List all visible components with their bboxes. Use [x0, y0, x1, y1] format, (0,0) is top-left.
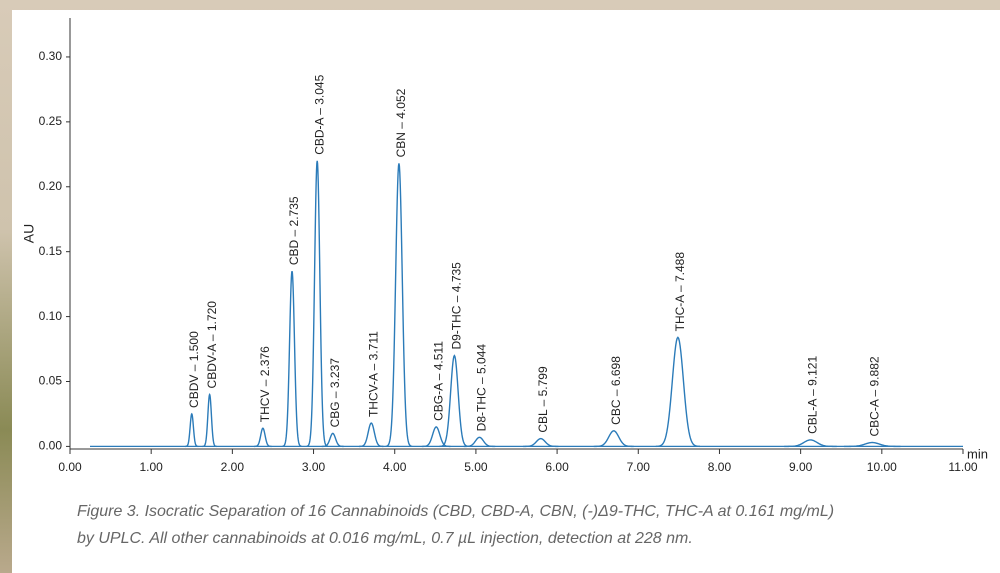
peak [421, 426, 451, 448]
peak-label: CBG – 3.237 [328, 358, 342, 428]
x-tick-label: 10.00 [867, 460, 897, 474]
peak-label: CBDV-A – 1.720 [205, 301, 219, 389]
x-tick-label: 8.00 [708, 460, 732, 474]
figure-card: Figure 3. Isocratic Separation of 16 Can… [12, 10, 1000, 573]
x-tick-label: 4.00 [383, 460, 407, 474]
peak-label: CBD – 2.735 [287, 196, 301, 265]
peak [306, 160, 328, 447]
x-tick-label: 5.00 [464, 460, 488, 474]
peak [463, 436, 496, 448]
y-tick-label: 0.15 [39, 244, 63, 258]
peak [385, 163, 413, 448]
caption-line: by UPLC. All other cannabinoids at 0.016… [77, 530, 693, 547]
peak-label: CBDV – 1.500 [187, 331, 201, 408]
peak [843, 441, 901, 448]
peak-label: THCV-A – 3.711 [366, 331, 380, 417]
peak-label: D9-THC – 4.735 [450, 262, 464, 350]
x-tick-label: 9.00 [789, 460, 813, 474]
y-tick-label: 0.25 [39, 114, 63, 128]
peak-label: CBD-A – 3.045 [312, 74, 326, 154]
peak [185, 412, 199, 448]
y-tick-label: 0.00 [39, 439, 63, 453]
peak [593, 430, 634, 448]
x-axis-label: min [967, 446, 988, 461]
peak-label: CBG-A – 4.511 [431, 341, 445, 421]
caption-line: Figure 3. Isocratic Separation of 16 Can… [77, 503, 835, 520]
x-tick-label: 6.00 [545, 460, 569, 474]
y-tick-label: 0.20 [39, 179, 63, 193]
peak [523, 437, 559, 448]
peak-label: CBL-A – 9.121 [806, 356, 820, 434]
peak-label: CBN – 4.052 [394, 88, 408, 157]
peak [359, 422, 384, 448]
peak-label: CBL – 5.799 [536, 366, 550, 433]
peak [202, 392, 217, 448]
y-tick-label: 0.05 [39, 374, 63, 388]
y-tick-label: 0.10 [39, 309, 63, 323]
peak [439, 354, 470, 448]
x-tick-label: 7.00 [627, 460, 651, 474]
peak-label: CBC – 6.698 [609, 356, 623, 425]
y-tick-label: 0.30 [39, 49, 63, 63]
peak [321, 432, 344, 448]
x-tick-label: 1.00 [140, 460, 164, 474]
x-tick-label: 11.00 [948, 460, 977, 474]
peak-label: THC-A – 7.488 [673, 252, 687, 332]
x-tick-label: 3.00 [302, 460, 326, 474]
peak [655, 336, 700, 448]
peak [254, 427, 272, 448]
peak [784, 439, 837, 448]
peak-label: D8-THC – 5.044 [475, 344, 489, 432]
x-tick-label: 2.00 [221, 460, 245, 474]
y-axis-label: AU [21, 224, 37, 243]
x-tick-label: 0.00 [58, 460, 82, 474]
peak-label: THCV – 2.376 [258, 346, 272, 422]
peak [282, 271, 302, 448]
peak-label: CBC-A – 9.882 [867, 356, 881, 436]
